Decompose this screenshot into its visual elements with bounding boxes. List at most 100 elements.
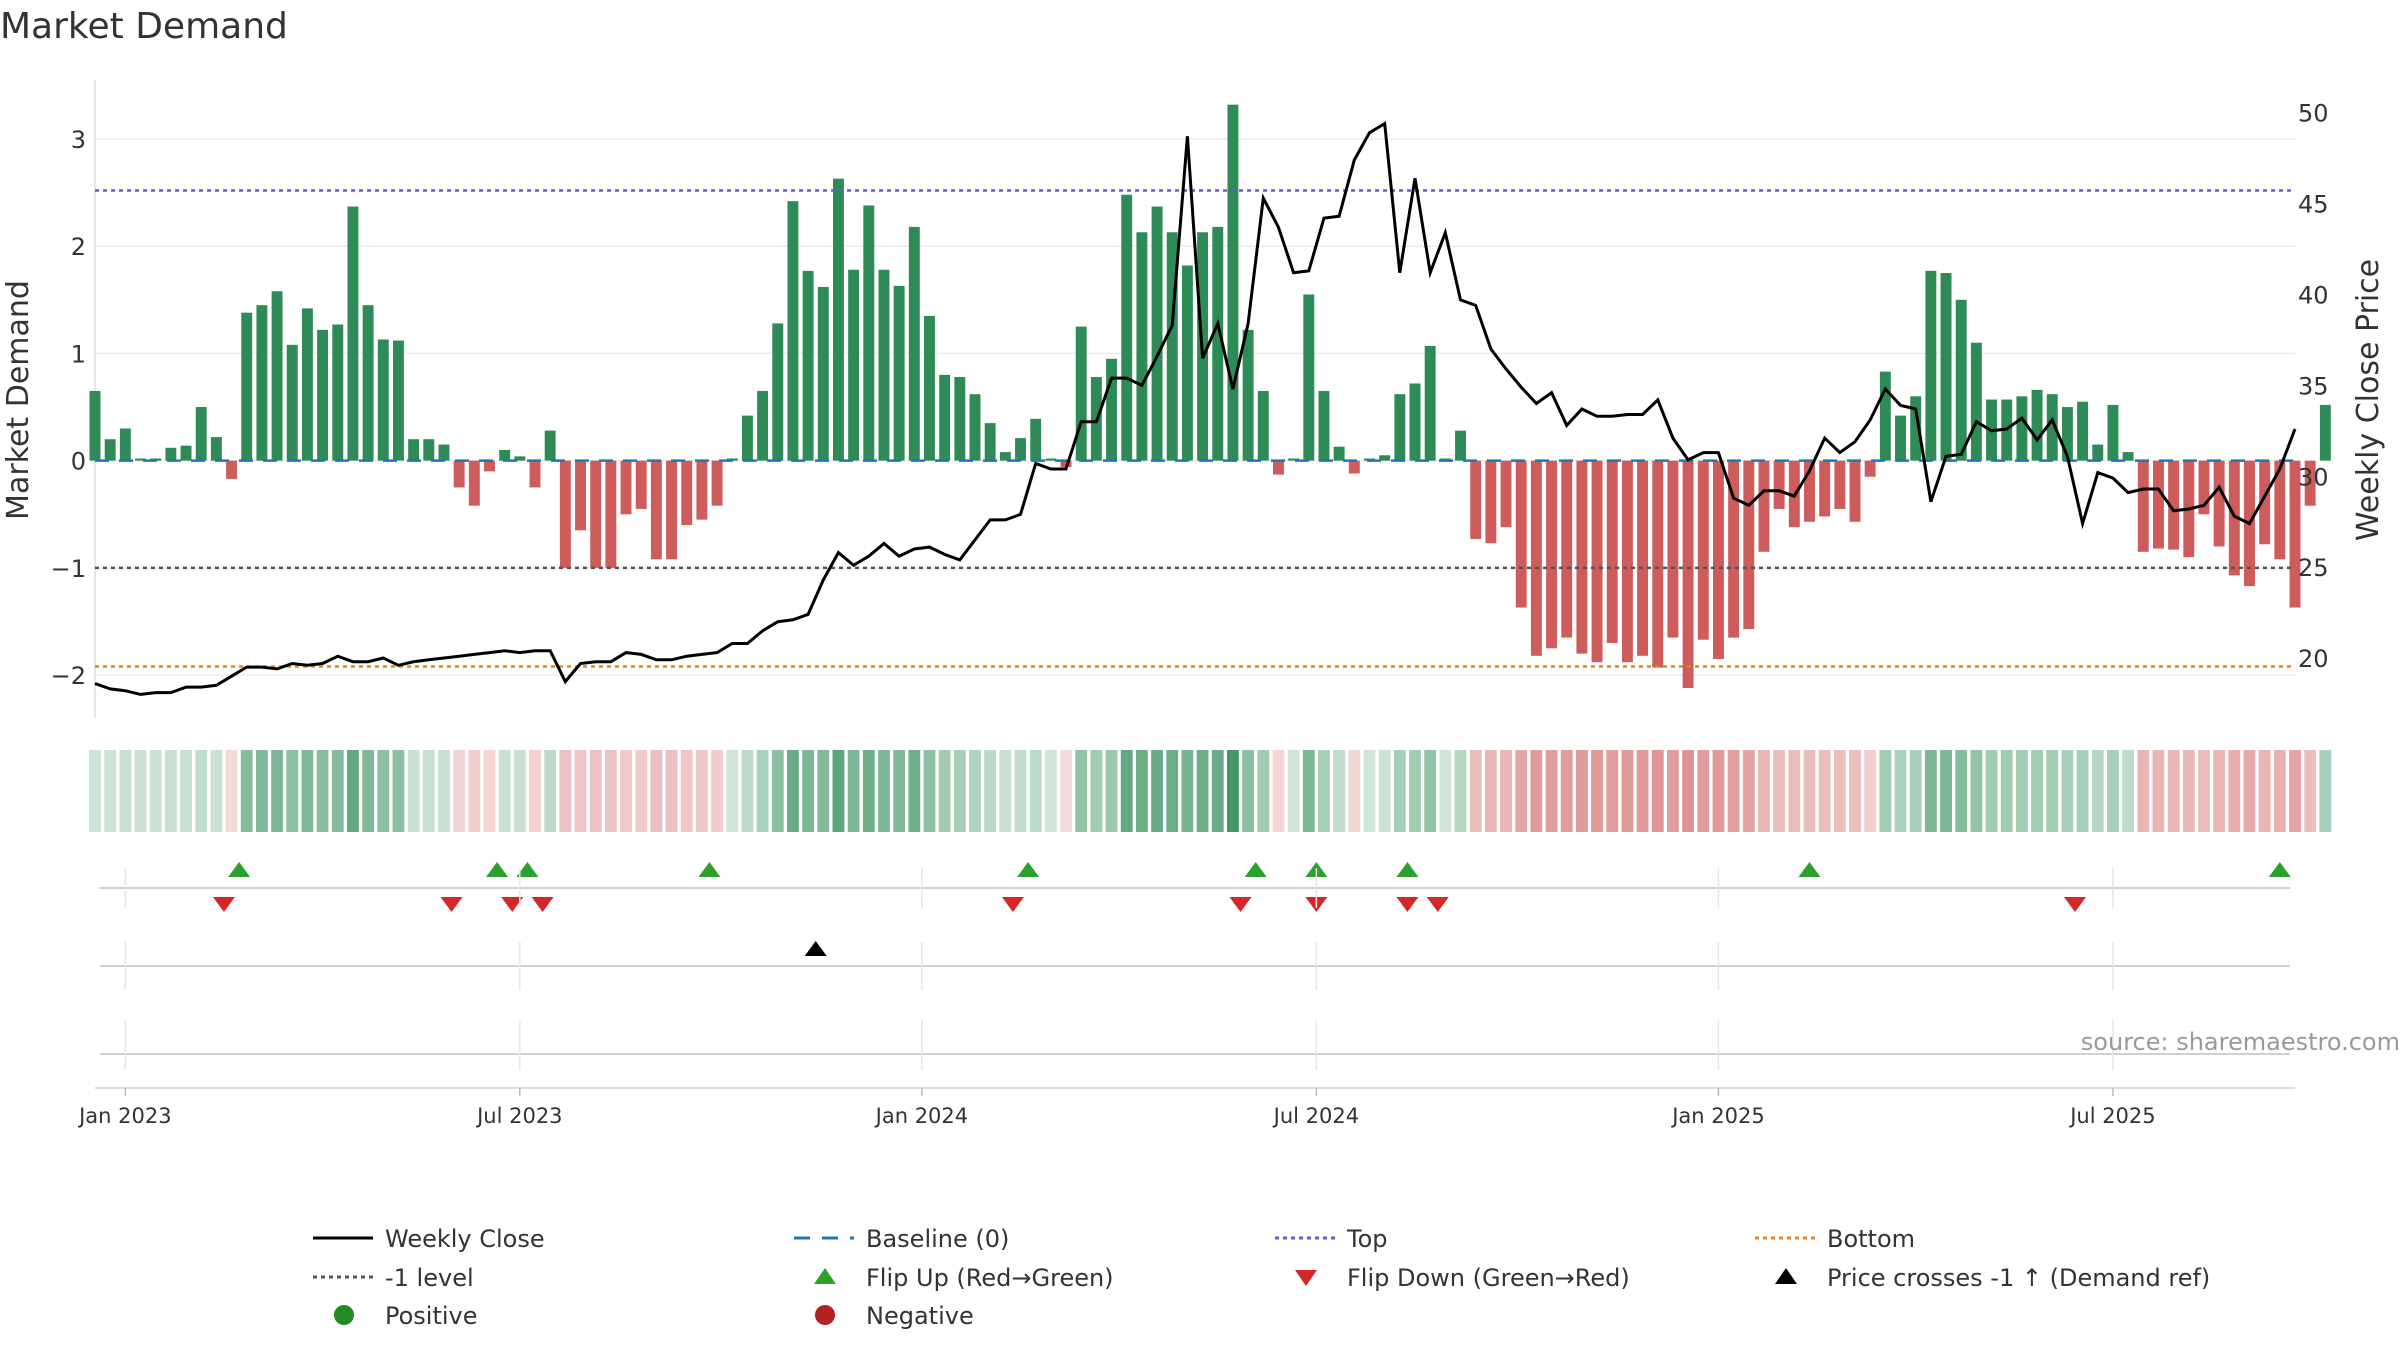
strip-cell — [680, 750, 693, 832]
demand-heat-strip — [89, 750, 2332, 832]
demand-bar — [1895, 415, 1906, 461]
strip-cell — [1302, 750, 1315, 832]
strip-cell — [923, 750, 936, 832]
strip-cell — [1970, 750, 1983, 832]
price-cross-marker — [804, 941, 827, 956]
strip-cell — [1044, 750, 1057, 832]
strip-cell — [589, 750, 602, 832]
strip-cell — [2046, 750, 2059, 832]
strip-cell — [1773, 750, 1786, 832]
demand-bar — [1621, 460, 1633, 663]
demand-bar — [1546, 460, 1558, 649]
legend-label: Price crosses -1 ↑ (Demand ref) — [1827, 1264, 2210, 1292]
strip-cell — [1742, 750, 1755, 832]
demand-bar — [1288, 458, 1300, 461]
strip-cell — [1606, 750, 1619, 832]
demand-bar — [1455, 430, 1466, 461]
strip-cell — [1924, 750, 1937, 832]
demand-bar — [1834, 460, 1846, 509]
strip-cell — [1575, 750, 1588, 832]
legend-item-negative: Negative — [815, 1302, 974, 1330]
strip-cell — [650, 750, 663, 832]
strip-cell — [984, 750, 997, 832]
demand-bar — [1970, 342, 1982, 461]
strip-cell — [1500, 750, 1512, 832]
strip-cell — [180, 750, 192, 832]
strip-cell — [1864, 750, 1877, 832]
legend-item-baseline: Baseline (0) — [794, 1225, 1009, 1253]
y-tick-label: 0 — [71, 448, 86, 476]
demand-bar — [984, 423, 996, 461]
demand-bar — [2077, 401, 2089, 461]
demand-bar — [620, 460, 632, 515]
flip-down-marker — [531, 897, 554, 912]
strip-cell — [1788, 750, 1801, 832]
strip-cell — [1591, 750, 1603, 832]
strip-cell — [89, 750, 101, 832]
strip-cell — [1682, 750, 1695, 832]
y2-tick-label: 50 — [2298, 100, 2329, 128]
demand-bar — [1879, 371, 1891, 461]
strip-cell — [483, 750, 496, 832]
strip-cell — [847, 750, 860, 832]
demand-bar — [1470, 460, 1482, 539]
y-axis-label: Market Demand — [1, 280, 36, 520]
demand-bar — [681, 460, 693, 525]
strip-cell — [574, 750, 587, 832]
legend-label: -1 level — [385, 1264, 474, 1292]
demand-bar — [1075, 326, 1087, 461]
demand-bar — [165, 447, 177, 461]
strip-cell — [2198, 750, 2210, 832]
demand-bar — [1652, 460, 1664, 668]
strip-cell — [2000, 750, 2013, 832]
strip-cell — [559, 750, 572, 832]
strip-cell — [1409, 750, 1421, 832]
demand-bar — [1485, 460, 1497, 544]
y-tick-label: −1 — [51, 555, 86, 583]
demand-bar — [1257, 390, 1269, 461]
strip-cell — [1439, 750, 1452, 832]
legend-swatch — [815, 1305, 835, 1325]
demand-bar — [999, 452, 1011, 461]
strip-cell — [2213, 750, 2226, 832]
strip-cell — [1029, 750, 1042, 832]
demand-bar — [1500, 460, 1512, 528]
strip-cell — [1075, 750, 1088, 832]
y-tick-label: 1 — [71, 340, 86, 368]
strip-cell — [2137, 750, 2150, 832]
demand-bar — [2031, 389, 2043, 461]
demand-bar — [2092, 444, 2104, 461]
demand-bar — [1712, 460, 1724, 660]
strip-cell — [1560, 750, 1573, 832]
strip-cell — [635, 750, 648, 832]
strip-cell — [2076, 750, 2089, 832]
strip-cell — [1515, 750, 1528, 832]
strip-cell — [331, 750, 344, 832]
demand-bar — [969, 394, 981, 461]
demand-bar — [1697, 460, 1709, 640]
legend-label: Negative — [866, 1302, 974, 1330]
demand-bar — [301, 308, 313, 461]
demand-bar — [1015, 438, 1026, 461]
flip-up-marker — [1017, 862, 1040, 877]
strip-cell — [301, 750, 314, 832]
demand-bar — [1682, 460, 1694, 688]
strip-cell — [1227, 750, 1239, 832]
source-label: source: sharemaestro.com — [2081, 1028, 2400, 1056]
strip-cell — [225, 750, 238, 832]
strip-cell — [2273, 750, 2286, 832]
demand-bar — [666, 460, 678, 560]
strip-cell — [1879, 750, 1892, 832]
demand-bar — [1561, 460, 1573, 638]
strip-cell — [1818, 750, 1831, 832]
strip-cell — [104, 750, 117, 832]
legend-label: Weekly Close — [385, 1225, 545, 1253]
strip-cell — [2182, 750, 2195, 832]
demand-bar — [119, 428, 131, 461]
demand-bar — [1606, 460, 1618, 643]
demand-bar — [210, 437, 222, 461]
x-tick-label: Jul 2025 — [2068, 1104, 2155, 1128]
strip-cell — [1348, 750, 1361, 832]
legend-label: Top — [1346, 1225, 1388, 1253]
